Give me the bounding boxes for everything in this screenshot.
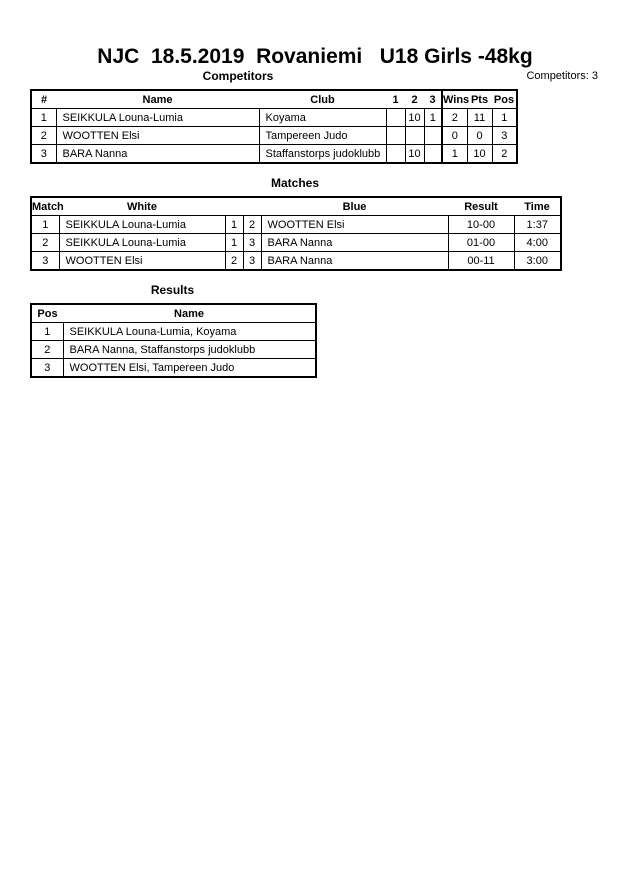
competitors-header-round2: 2 bbox=[405, 89, 424, 109]
competitor-name: SEIKKULA Louna-Lumia bbox=[55, 108, 260, 127]
results-header-pos: Pos bbox=[31, 303, 63, 323]
match-result: 00-11 bbox=[447, 251, 515, 271]
competitors-header-row: # Name Club 1 2 3 Wins Pts Pos bbox=[31, 89, 517, 109]
competitor-pos: 1 bbox=[491, 108, 518, 127]
competitors-header-num: # bbox=[31, 89, 56, 109]
competitors-header-name: Name bbox=[56, 89, 259, 109]
competitor-number: 1 bbox=[30, 108, 57, 127]
result-name: WOOTTEN Elsi, Tampereen Judo bbox=[62, 358, 317, 378]
competitor-wins: 1 bbox=[441, 144, 468, 164]
matches-section-heading: Matches bbox=[270, 176, 320, 190]
competitor-score-vs-3 bbox=[423, 126, 443, 145]
match-blue-name: BARA Nanna bbox=[260, 233, 449, 252]
match-white-num: 2 bbox=[224, 251, 244, 271]
matches-header-match: Match bbox=[31, 196, 64, 216]
match-blue-num: 3 bbox=[242, 233, 262, 252]
match-time: 3:00 bbox=[513, 251, 562, 271]
matches-header-result: Result bbox=[448, 196, 514, 216]
result-row: 3 WOOTTEN Elsi, Tampereen Judo bbox=[30, 358, 317, 378]
result-name: BARA Nanna, Staffanstorps judoklubb bbox=[62, 340, 317, 359]
result-row: 1 SEIKKULA Louna-Lumia, Koyama bbox=[30, 322, 317, 341]
result-name: SEIKKULA Louna-Lumia, Koyama bbox=[62, 322, 317, 341]
results-header-name: Name bbox=[63, 303, 316, 323]
competitor-name: BARA Nanna bbox=[55, 144, 260, 164]
matches-header-blue-num bbox=[243, 196, 261, 216]
match-number: 3 bbox=[30, 251, 60, 271]
match-white-name: SEIKKULA Louna-Lumia bbox=[58, 233, 226, 252]
competitors-header-pts: Pts bbox=[467, 89, 492, 109]
competitor-score-vs-2 bbox=[404, 126, 425, 145]
competitors-section-heading: Competitors bbox=[202, 69, 274, 83]
matches-header-blue: Blue bbox=[261, 196, 448, 216]
match-blue-num: 2 bbox=[242, 215, 262, 234]
competitor-pos: 2 bbox=[491, 144, 518, 164]
match-row: 2 SEIKKULA Louna-Lumia 1 3 BARA Nanna 01… bbox=[30, 233, 562, 252]
match-white-name: WOOTTEN Elsi bbox=[58, 251, 226, 271]
competitor-club: Staffanstorps judoklubb bbox=[258, 144, 387, 164]
competitor-wins: 2 bbox=[441, 108, 468, 127]
competitors-header-wins: Wins bbox=[441, 89, 469, 109]
competitor-number: 3 bbox=[30, 144, 57, 164]
competitor-score-vs-1 bbox=[385, 144, 406, 164]
competitors-header-round3: 3 bbox=[424, 89, 442, 109]
match-blue-name: BARA Nanna bbox=[260, 251, 449, 271]
match-white-name: SEIKKULA Louna-Lumia bbox=[58, 215, 226, 234]
competitor-number: 2 bbox=[30, 126, 57, 145]
match-time: 1:37 bbox=[513, 215, 562, 234]
results-section-heading: Results bbox=[150, 283, 195, 297]
match-row: 3 WOOTTEN Elsi 2 3 BARA Nanna 00-11 3:00 bbox=[30, 251, 562, 271]
matches-table: Match White Blue Result Time 1 SEIKKULA … bbox=[30, 196, 562, 271]
matches-header-row: Match White Blue Result Time bbox=[31, 196, 561, 216]
competitor-club: Tampereen Judo bbox=[258, 126, 387, 145]
competitor-club: Koyama bbox=[258, 108, 387, 127]
result-pos: 2 bbox=[30, 340, 64, 359]
competitor-score-vs-3 bbox=[423, 144, 443, 164]
results-table: Pos Name 1 SEIKKULA Louna-Lumia, Koyama … bbox=[30, 303, 317, 378]
match-row: 1 SEIKKULA Louna-Lumia 1 2 WOOTTEN Elsi … bbox=[30, 215, 562, 234]
competitors-header-round1: 1 bbox=[386, 89, 405, 109]
result-pos: 3 bbox=[30, 358, 64, 378]
competitor-row: 2 WOOTTEN Elsi Tampereen Judo 0 0 3 bbox=[30, 126, 518, 145]
competitor-pts: 0 bbox=[466, 126, 493, 145]
competitor-pts: 10 bbox=[466, 144, 493, 164]
matches-header-time: Time bbox=[514, 196, 561, 216]
competitor-score-vs-2: 10 bbox=[404, 144, 425, 164]
results-header-row: Pos Name bbox=[31, 303, 316, 323]
competitors-count-label: Competitors: 3 bbox=[526, 70, 598, 82]
match-number: 2 bbox=[30, 233, 60, 252]
competitor-row: 1 SEIKKULA Louna-Lumia Koyama 10 1 2 11 … bbox=[30, 108, 518, 127]
match-white-num: 1 bbox=[224, 233, 244, 252]
match-result: 01-00 bbox=[447, 233, 515, 252]
match-blue-name: WOOTTEN Elsi bbox=[260, 215, 449, 234]
match-white-num: 1 bbox=[224, 215, 244, 234]
match-number: 1 bbox=[30, 215, 60, 234]
result-pos: 1 bbox=[30, 322, 64, 341]
competitor-score-vs-3: 1 bbox=[423, 108, 443, 127]
competitor-wins: 0 bbox=[441, 126, 468, 145]
match-result: 10-00 bbox=[447, 215, 515, 234]
result-row: 2 BARA Nanna, Staffanstorps judoklubb bbox=[30, 340, 317, 359]
competitors-header-club: Club bbox=[259, 89, 386, 109]
matches-header-white: White bbox=[59, 196, 225, 216]
match-time: 4:00 bbox=[513, 233, 562, 252]
competitor-score-vs-1 bbox=[385, 126, 406, 145]
page-title: NJC 18.5.2019 Rovaniemi U18 Girls -48kg bbox=[97, 45, 533, 68]
competitor-score-vs-1 bbox=[385, 108, 406, 127]
competitor-pos: 3 bbox=[491, 126, 518, 145]
matches-header-white-num bbox=[225, 196, 243, 216]
competitor-pts: 11 bbox=[466, 108, 493, 127]
competitor-row: 3 BARA Nanna Staffanstorps judoklubb 10 … bbox=[30, 144, 518, 164]
competitors-table: # Name Club 1 2 3 Wins Pts Pos 1 SEIKKUL… bbox=[30, 89, 518, 164]
match-blue-num: 3 bbox=[242, 251, 262, 271]
competitor-score-vs-2: 10 bbox=[404, 108, 425, 127]
competitors-header-pos: Pos bbox=[492, 89, 517, 109]
competitor-name: WOOTTEN Elsi bbox=[55, 126, 260, 145]
